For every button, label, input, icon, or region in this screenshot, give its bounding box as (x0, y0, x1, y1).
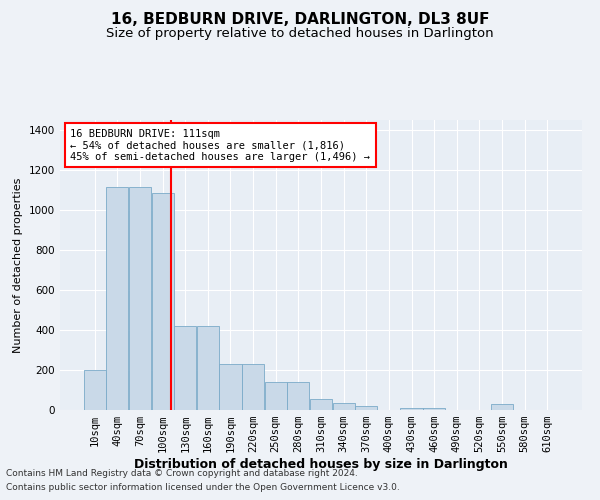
Text: Contains HM Land Registry data © Crown copyright and database right 2024.: Contains HM Land Registry data © Crown c… (6, 468, 358, 477)
Bar (355, 406, 377, 410)
Text: Size of property relative to detached houses in Darlington: Size of property relative to detached ho… (106, 28, 494, 40)
Bar (129, 187, 151, 410)
Y-axis label: Number of detached properties: Number of detached properties (13, 178, 23, 352)
Text: 16, BEDBURN DRIVE, DARLINGTON, DL3 8UF: 16, BEDBURN DRIVE, DARLINGTON, DL3 8UF (111, 12, 489, 28)
X-axis label: Distribution of detached houses by size in Darlington: Distribution of detached houses by size … (134, 458, 508, 471)
Bar (242, 364, 264, 410)
Bar (332, 403, 355, 410)
Bar (400, 408, 422, 410)
Bar (152, 193, 173, 410)
Bar (106, 187, 128, 410)
Text: 16 BEDBURN DRIVE: 111sqm
← 54% of detached houses are smaller (1,816)
45% of sem: 16 BEDBURN DRIVE: 111sqm ← 54% of detach… (70, 128, 370, 162)
Bar (423, 408, 445, 410)
Bar (174, 326, 196, 410)
Bar (84, 370, 106, 410)
Bar (491, 404, 513, 410)
Text: Contains public sector information licensed under the Open Government Licence v3: Contains public sector information licen… (6, 484, 400, 492)
Bar (220, 364, 242, 410)
Bar (287, 382, 310, 410)
Bar (197, 326, 219, 410)
Bar (265, 382, 287, 410)
Bar (310, 399, 332, 410)
